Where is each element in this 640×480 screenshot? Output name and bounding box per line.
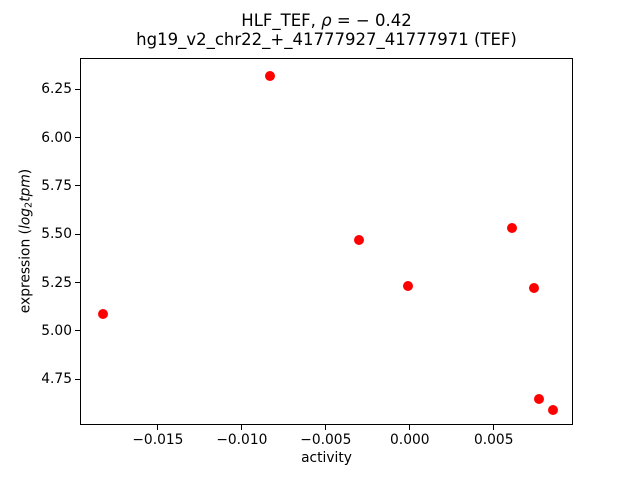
x-tick (493, 425, 495, 430)
y-tick (75, 137, 80, 138)
y-tick (75, 282, 80, 284)
ylabel-tpm: tpm (17, 174, 34, 202)
data-point (547, 405, 558, 416)
y-tick (75, 233, 80, 235)
data-point (403, 281, 414, 292)
y-tick (75, 378, 80, 380)
data-point (354, 235, 365, 246)
x-tick (157, 425, 159, 430)
x-tick-label: −0.015 (132, 432, 184, 448)
plot-area (80, 58, 573, 425)
x-axis-label: activity (301, 450, 352, 466)
x-tick (325, 425, 327, 430)
y-tick (75, 330, 80, 332)
y-tick-label: 5.25 (41, 274, 72, 291)
chart-title: HLF_TEF, ρ = − 0.42 (80, 11, 573, 30)
y-tick-label: 4.75 (41, 371, 72, 388)
ylabel-subscript: 2 (23, 201, 35, 208)
y-tick-label: 5.75 (41, 177, 72, 194)
x-tick-label: −0.005 (300, 432, 352, 448)
ylabel-log: log (17, 207, 34, 229)
y-tick-label: 5.50 (41, 226, 72, 243)
chart-subtitle: hg19_v2_chr22_+_41777927_41777971 (TEF) (136, 30, 517, 49)
y-tick (75, 185, 80, 187)
x-tick-label: 0.005 (473, 432, 514, 448)
y-tick-label: 6.25 (41, 81, 72, 98)
data-point (507, 223, 518, 234)
title-suffix: = − 0.42 (331, 11, 412, 30)
x-tick (409, 425, 411, 430)
title-prefix: HLF_TEF, (241, 11, 322, 30)
data-point (529, 283, 540, 294)
rho-symbol: ρ (321, 11, 332, 30)
data-point (265, 70, 276, 81)
y-tick-label: 5.00 (41, 322, 72, 339)
x-tick-label: 0.000 (390, 432, 430, 448)
y-tick-label: 6.00 (41, 129, 72, 146)
x-tick (241, 425, 243, 430)
chart-title-block: HLF_TEF, ρ = − 0.42 hg19_v2_chr22_+_4177… (80, 11, 573, 49)
data-point (97, 308, 108, 319)
data-point (534, 393, 545, 404)
ylabel-suffix: ) (17, 168, 34, 175)
y-tick (75, 88, 80, 90)
ylabel-prefix: expression ( (17, 229, 34, 314)
x-tick-label: −0.010 (216, 432, 268, 448)
